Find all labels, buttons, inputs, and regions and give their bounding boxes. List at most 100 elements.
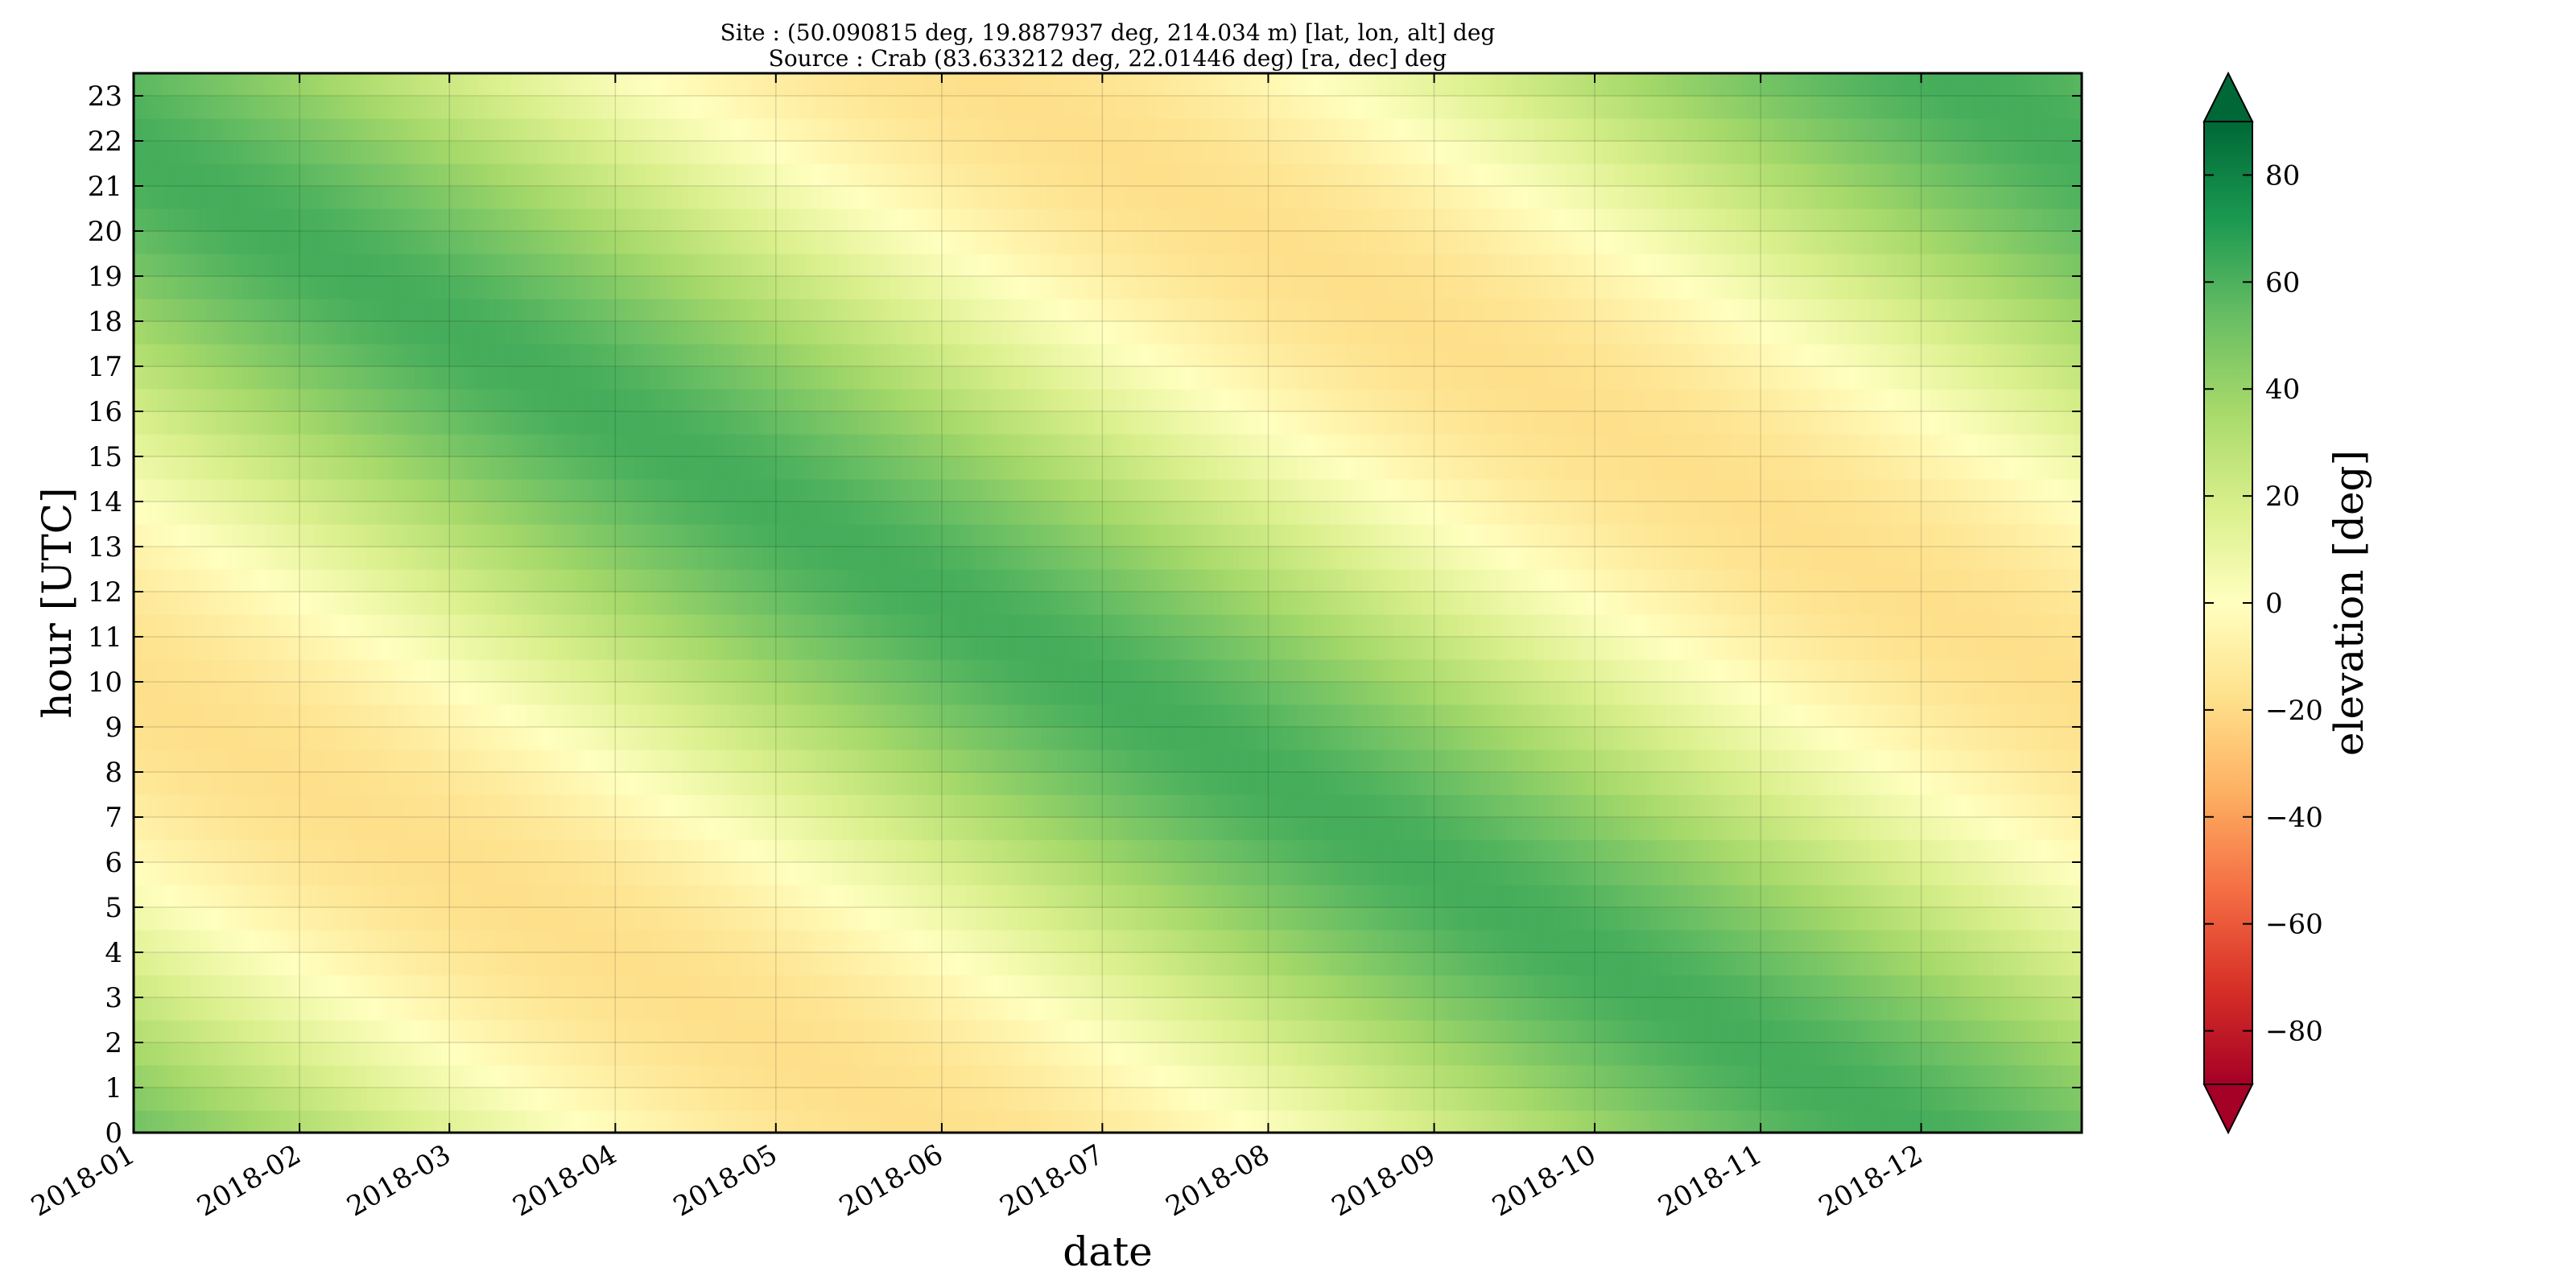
heatmap-cell <box>436 1042 442 1066</box>
heatmap-cell <box>607 840 613 863</box>
heatmap-cell <box>184 1088 191 1111</box>
heatmap-cell <box>446 321 453 345</box>
heatmap-cell <box>473 344 480 367</box>
heatmap-cell <box>585 96 592 119</box>
heatmap-cell <box>339 569 346 592</box>
heatmap-cell <box>248 795 255 818</box>
heatmap-cell <box>361 840 367 863</box>
heatmap-cell <box>179 276 185 299</box>
heatmap-cell <box>227 524 233 547</box>
heatmap-cell <box>628 659 635 683</box>
heatmap-cell <box>591 614 597 638</box>
heatmap-cell <box>462 569 469 592</box>
heatmap-cell <box>312 1110 319 1133</box>
heatmap-cell <box>419 1020 426 1043</box>
heatmap-cell <box>179 186 185 209</box>
heatmap-cell <box>623 975 630 998</box>
heatmap-cell <box>270 456 276 480</box>
heatmap-cell <box>232 727 239 750</box>
heatmap-cell <box>452 73 458 97</box>
heatmap-cell <box>650 930 656 953</box>
heatmap-cell <box>157 434 164 457</box>
heatmap-cell <box>141 817 148 840</box>
heatmap-cell <box>559 592 565 615</box>
heatmap-cell <box>650 952 656 976</box>
heatmap-cell <box>366 524 373 547</box>
heatmap-cell <box>419 366 426 390</box>
heatmap-cell <box>564 1088 571 1111</box>
heatmap-cell <box>506 727 512 750</box>
heatmap-cell <box>660 907 667 931</box>
heatmap-cell <box>152 997 159 1021</box>
heatmap-cell <box>205 434 212 457</box>
heatmap-cell <box>286 344 292 367</box>
heatmap-cell <box>318 614 324 638</box>
heatmap-cell <box>334 1088 341 1111</box>
heatmap-cell <box>398 276 405 299</box>
heatmap-cell <box>291 366 298 390</box>
heatmap-cell <box>318 208 324 232</box>
heatmap-cell <box>168 163 175 187</box>
heatmap-cell <box>510 456 517 480</box>
heatmap-cell <box>613 659 619 683</box>
heatmap-cell <box>660 366 667 390</box>
heatmap-cell <box>136 907 142 931</box>
heatmap-cell <box>639 73 646 97</box>
heatmap-cell <box>510 254 517 277</box>
heatmap-cell <box>585 614 592 638</box>
heatmap-cell <box>168 749 175 773</box>
heatmap-cell <box>446 569 453 592</box>
heatmap-cell <box>676 975 683 998</box>
heatmap-cell <box>345 659 351 683</box>
heatmap-cell <box>623 344 630 367</box>
heatmap-cell <box>415 704 421 728</box>
heatmap-cell <box>296 366 303 390</box>
heatmap-cell <box>457 231 464 254</box>
heatmap-cell <box>221 524 228 547</box>
heatmap-cell <box>409 366 415 390</box>
heatmap-cell <box>585 952 592 976</box>
heatmap-cell <box>163 118 169 142</box>
heatmap-cell <box>275 366 282 390</box>
heatmap-cell <box>366 231 373 254</box>
heatmap-cell <box>377 524 383 547</box>
heatmap-cell <box>275 299 282 322</box>
heatmap-cell <box>296 208 303 232</box>
heatmap-cell <box>575 479 581 502</box>
heatmap-cell <box>634 163 640 187</box>
heatmap-cell <box>660 547 667 570</box>
heatmap-cell <box>355 524 362 547</box>
heatmap-cell <box>200 411 207 435</box>
heatmap-cell <box>446 614 453 638</box>
heatmap-cell <box>597 952 603 976</box>
heatmap-cell <box>248 276 255 299</box>
heatmap-cell <box>334 795 341 818</box>
heatmap-cell <box>264 118 271 142</box>
heatmap-cell <box>302 1065 308 1088</box>
heatmap-cell <box>302 321 308 345</box>
heatmap-cell <box>436 321 442 345</box>
heatmap-cell <box>484 637 490 660</box>
heatmap-cell <box>403 1042 410 1066</box>
heatmap-cell <box>430 749 437 773</box>
heatmap-cell <box>489 389 496 412</box>
heatmap-cell <box>296 637 303 660</box>
heatmap-cell <box>601 840 608 863</box>
heatmap-cell <box>553 389 560 412</box>
heatmap-cell <box>393 1042 399 1066</box>
heatmap-cell <box>575 547 581 570</box>
heatmap-cell <box>361 163 367 187</box>
heatmap-cell <box>415 479 421 502</box>
heatmap-cell <box>430 1020 437 1043</box>
heatmap-cell <box>302 637 308 660</box>
heatmap-cell <box>655 592 662 615</box>
heatmap-cell <box>136 1110 142 1133</box>
heatmap-cell <box>457 840 464 863</box>
heatmap-cell <box>569 1088 576 1111</box>
heatmap-cell <box>457 1110 464 1133</box>
heatmap-cell <box>473 321 480 345</box>
heatmap-cell <box>569 163 576 187</box>
heatmap-cell <box>173 840 180 863</box>
heatmap-cell <box>398 997 405 1021</box>
heatmap-cell <box>403 772 410 795</box>
